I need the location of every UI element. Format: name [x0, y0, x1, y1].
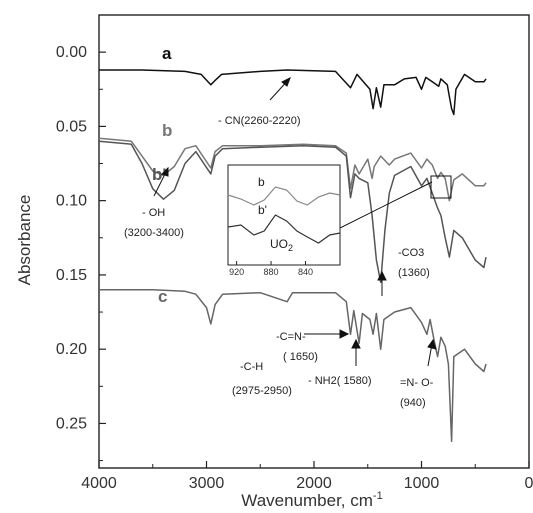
- x-axis-title: Wavenumber, cm-1: [241, 490, 382, 510]
- uo2-region-box: [430, 175, 452, 199]
- nh2-arrowhead: [351, 338, 361, 349]
- annotation-co3-value: (1360): [398, 267, 430, 279]
- annotation-cn-double-value: ( 1650): [283, 351, 318, 363]
- x-tick-label: 3000: [189, 475, 225, 492]
- x-axis-title-superscript: -1: [373, 490, 383, 502]
- curve-label-b: b: [162, 121, 172, 140]
- x-axis: 4000 3000 2000 1000 0: [81, 461, 533, 492]
- inset-spectra: [227, 186, 341, 244]
- series-line-c: [99, 289, 487, 443]
- curve-label-c: c: [158, 287, 167, 306]
- inset-x-axis: 920 880 840: [229, 261, 313, 277]
- annotation-ch: -C-H: [240, 361, 263, 373]
- spectra: [98, 69, 487, 443]
- no-arrowhead: [427, 338, 437, 350]
- inset-label-b: b: [258, 175, 265, 189]
- inset-x-tick-label: 920: [229, 267, 244, 277]
- y-axis: 0.00 0.05 0.10 0.15 0.20 0.25: [56, 44, 106, 462]
- annotation-cn-double: -C=N-: [276, 331, 306, 343]
- series-line-b: [98, 137, 487, 202]
- cn-arrowhead: [281, 76, 291, 87]
- y-tick-label: 0.15: [56, 267, 87, 284]
- inset-panel: 920 880 840 b b' UO2: [227, 164, 341, 277]
- series-line-a: [99, 69, 487, 116]
- inset-band-label: UO2: [270, 237, 293, 253]
- y-tick-label: 0.20: [56, 341, 87, 358]
- inset-frame: [227, 164, 341, 266]
- x-tick-label: 4000: [81, 475, 117, 492]
- x-tick-label: 2000: [296, 475, 332, 492]
- y-tick-label: 0.10: [56, 193, 87, 210]
- y-tick-label: 0.05: [56, 118, 87, 135]
- inset-x-tick-label: 840: [298, 267, 313, 277]
- annotation-ch-range: (2975-2950): [232, 385, 292, 397]
- series-line-b-prime: [98, 140, 487, 284]
- inset-series-line-b-prime: [227, 214, 341, 244]
- annotation-oh-range: (3200-3400): [124, 227, 184, 239]
- inset-x-tick-label: 880: [264, 267, 279, 277]
- annotation-co3: -CO3: [398, 247, 424, 259]
- y-axis-title: Absorbance: [15, 195, 34, 286]
- co3-arrowhead: [377, 270, 387, 281]
- x-tick-label: 1000: [404, 475, 440, 492]
- annotation-nh2: - NH2( 1580): [308, 375, 372, 387]
- x-tick-label: 0: [525, 475, 533, 492]
- annotation-no: =N- O-: [400, 377, 434, 389]
- cn-double-arrowhead: [339, 329, 350, 339]
- inset-series-line-b: [227, 186, 341, 206]
- oh-arrowhead: [161, 166, 169, 177]
- annotation-oh: - OH: [142, 207, 165, 219]
- y-tick-label: 0.25: [56, 415, 87, 432]
- annotation-cn: - CN(2260-2220): [218, 115, 301, 127]
- y-tick-label: 0.00: [56, 44, 87, 61]
- annotation-no-value: (940): [400, 397, 426, 409]
- curve-label-a: a: [162, 44, 172, 63]
- inset-band-subscript: 2: [288, 243, 293, 253]
- inset-label-b-prime: b': [258, 203, 267, 217]
